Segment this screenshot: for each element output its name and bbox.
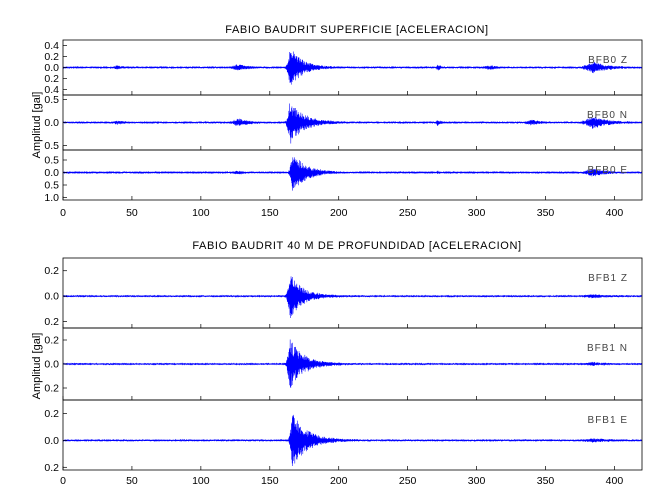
depth-panel-e: 0.2 0.0 0.2 BFB1 E xyxy=(44,399,643,474)
x-tick-label: 350 xyxy=(537,475,555,487)
depth-plot-area: 0.2 0.0 0.2 BFB1 Z 0.2 0.0 0.2 BFB1 N 0.2 0.0 0.2 B… xyxy=(44,257,643,487)
depth-title: FABIO BAUDRIT 40 M DE PROFUNDIDAD [ACELE… xyxy=(192,240,521,252)
surface-ylabel: Amplitud [gal] xyxy=(31,92,43,159)
depth-trace-n xyxy=(63,339,642,388)
x-tick-label: 300 xyxy=(468,207,486,219)
surface-figure: FABIO BAUDRIT SUPERFICIE [ACELERACION] A… xyxy=(31,24,643,219)
x-tick-label: 400 xyxy=(606,475,624,487)
surface-channel-label-e: BFB0 E xyxy=(588,165,628,176)
y-tick-label: 0.2 xyxy=(44,316,59,328)
x-tick-label: 150 xyxy=(261,207,279,219)
y-tick-label: 0.0 xyxy=(44,291,59,303)
y-tick-label: 0.5 xyxy=(44,140,59,152)
y-tick-label: 0.0 xyxy=(44,117,59,129)
y-tick-label: 0.2 xyxy=(44,265,59,277)
x-tick-label: 400 xyxy=(606,207,624,219)
y-tick-label: 0.5 xyxy=(44,94,59,106)
depth-panel-n: 0.2 0.0 0.2 BFB1 N xyxy=(44,327,643,401)
y-tick-label: 0.2 xyxy=(44,408,59,420)
x-tick-label: 200 xyxy=(330,475,348,487)
x-tick-label: 300 xyxy=(468,475,486,487)
depth-x-axis: 0 50 100 150 200 250 300 350 400 xyxy=(60,475,623,487)
y-tick-label: 0.4 xyxy=(44,84,59,96)
x-tick-label: 50 xyxy=(126,475,138,487)
depth-trace-e xyxy=(63,414,642,467)
surface-trace-e xyxy=(63,157,642,191)
depth-frame-e xyxy=(62,399,643,471)
x-tick-label: 0 xyxy=(60,207,66,219)
y-tick-label: 0.5 xyxy=(44,180,59,192)
y-tick-label: 0.2 xyxy=(44,462,59,474)
x-tick-label: 50 xyxy=(126,207,138,219)
y-tick-label: 0.5 xyxy=(44,155,59,167)
x-tick-label: 100 xyxy=(192,475,210,487)
depth-channel-label-e: BFB1 E xyxy=(588,415,628,426)
depth-channel-label-z: BFB1 Z xyxy=(588,273,628,284)
x-tick-label: 100 xyxy=(192,207,210,219)
surface-trace-n xyxy=(63,103,642,144)
depth-ylabel: Amplitud [gal] xyxy=(31,333,43,400)
depth-frame-z xyxy=(62,257,643,329)
depth-figure: FABIO BAUDRIT 40 M DE PROFUNDIDAD [ACELE… xyxy=(31,240,643,487)
depth-channel-label-n: BFB1 N xyxy=(587,343,628,354)
surface-title: FABIO BAUDRIT SUPERFICIE [ACELERACION] xyxy=(225,24,488,36)
x-tick-label: 200 xyxy=(330,207,348,219)
depth-trace-z xyxy=(63,276,642,318)
x-tick-label: 0 xyxy=(60,475,66,487)
y-tick-label: 0.0 xyxy=(44,62,59,74)
surface-frame-e xyxy=(62,149,643,201)
surface-panel-n: 0.5 0.0 0.5 BFB0 N xyxy=(44,94,643,152)
x-tick-label: 250 xyxy=(399,207,417,219)
x-tick-label: 350 xyxy=(537,207,555,219)
x-tick-label: 250 xyxy=(399,475,417,487)
y-tick-label: 0.4 xyxy=(44,40,59,52)
surface-channel-label-n: BFB0 N xyxy=(587,110,628,121)
y-tick-label: 0.0 xyxy=(44,359,59,371)
y-tick-label: 0.2 xyxy=(44,73,59,85)
depth-panel-z: 0.2 0.0 0.2 BFB1 Z xyxy=(44,257,643,329)
surface-x-axis: 0 50 100 150 200 250 300 350 400 xyxy=(60,207,623,219)
y-tick-label: 0.2 xyxy=(44,383,59,395)
y-tick-label: 0.0 xyxy=(44,167,59,179)
surface-trace-z xyxy=(63,51,642,85)
x-tick-label: 150 xyxy=(261,475,279,487)
y-tick-label: 1.0 xyxy=(44,192,59,204)
y-tick-label: 0.2 xyxy=(44,51,59,63)
y-tick-label: 0.0 xyxy=(44,435,59,447)
y-tick-label: 0.2 xyxy=(44,335,59,347)
surface-channel-label-z: BFB0 Z xyxy=(588,55,628,66)
